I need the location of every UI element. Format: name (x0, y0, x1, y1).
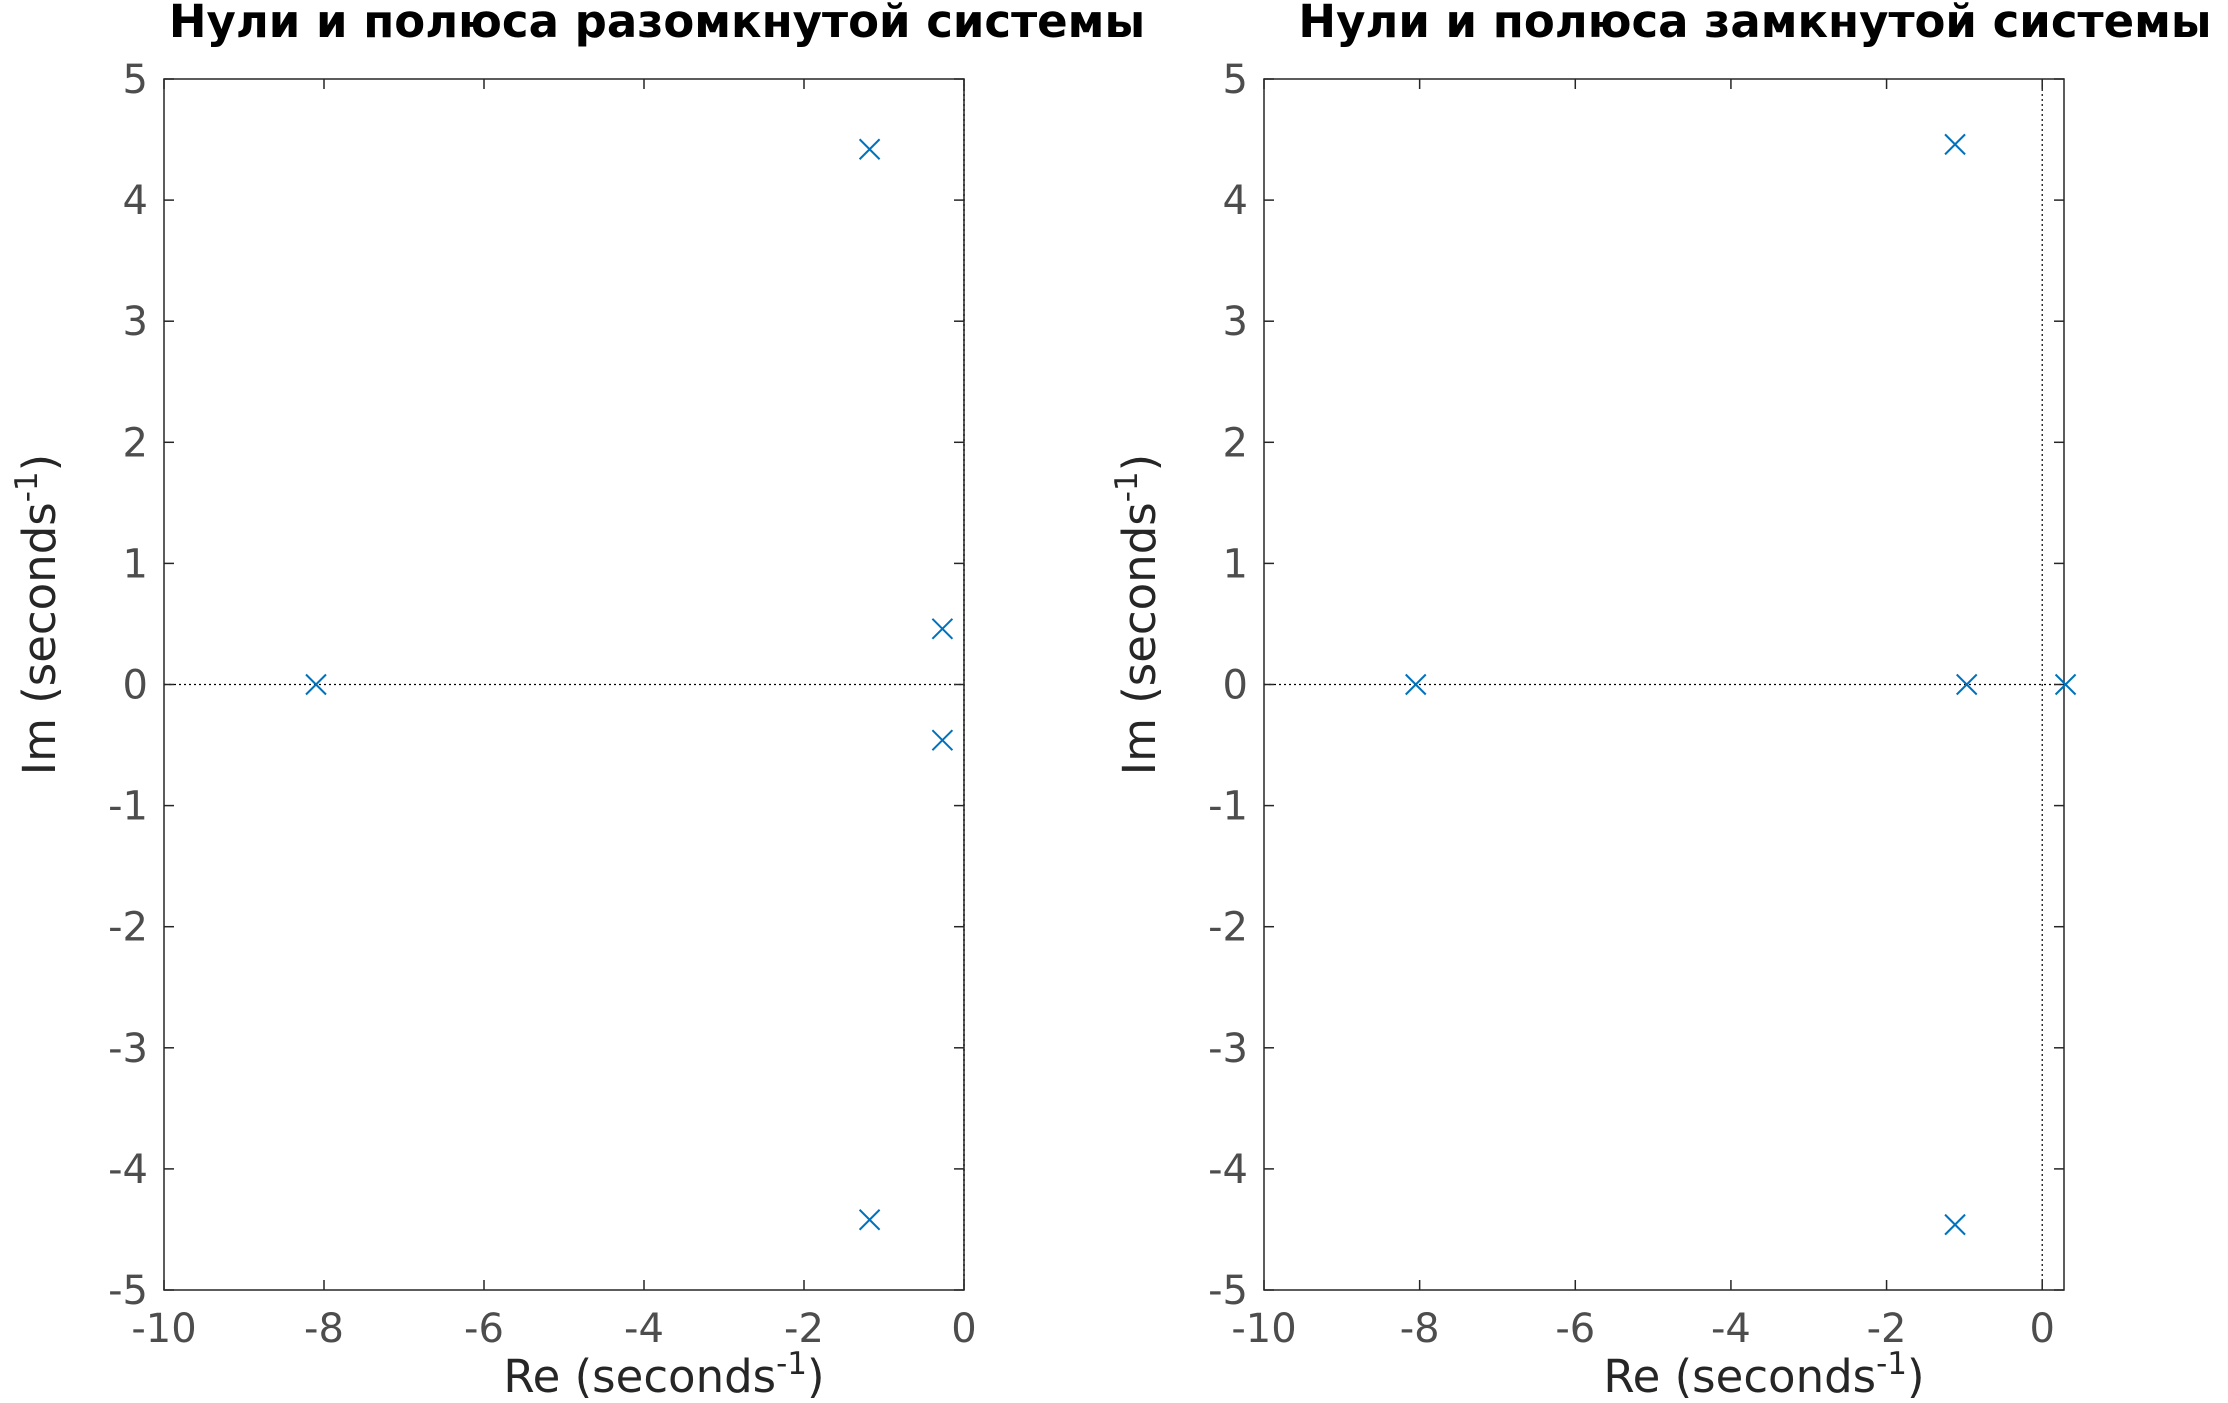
x-tick-label: -2 (784, 1306, 824, 1352)
y-tick-label: 4 (123, 178, 148, 224)
y-tick-label: 2 (1223, 420, 1248, 466)
x-axis-label: Re (seconds-1) (1603, 1346, 1924, 1403)
x-tick-label: 0 (951, 1306, 976, 1352)
y-tick-label: 5 (123, 57, 148, 103)
pole-marker (1944, 133, 1966, 156)
y-tick-label: 3 (123, 299, 148, 345)
x-tick-label: -10 (131, 1306, 196, 1352)
pole-marker (1405, 673, 1427, 696)
y-tick-label: 5 (1223, 57, 1248, 103)
pole-marker (305, 673, 327, 696)
x-tick-label: -6 (1555, 1306, 1595, 1352)
y-tick-label: 3 (1223, 299, 1248, 345)
x-axis: -10 -8 -6 -4 -2 0 (131, 79, 977, 1352)
pole-marker (858, 1209, 881, 1231)
pole-markers (305, 138, 954, 1231)
y-tick-label: 1 (123, 541, 148, 587)
pole-marker (858, 138, 881, 160)
y-tick-label: 0 (1223, 663, 1248, 709)
chart-title: Нули и полюса замкнутой системы (1298, 0, 2211, 48)
chart-title: Нули и полюса разомкнутой системы (169, 0, 1145, 48)
pole-markers (1405, 133, 2077, 1236)
y-tick-label: -4 (1208, 1147, 1248, 1193)
x-tick-label: 0 (2029, 1306, 2054, 1352)
y-tick-label: 2 (123, 420, 148, 466)
pole-marker (1944, 1213, 1966, 1236)
y-tick-label: -4 (108, 1147, 148, 1193)
y-axis: 5 4 3 2 1 0 -1 -2 -3 -4 -5 (1208, 57, 2064, 1314)
y-tick-label: 0 (123, 663, 148, 709)
y-tick-label: -2 (108, 905, 148, 951)
y-tick-label: -5 (1208, 1268, 1248, 1314)
x-tick-label: -4 (624, 1306, 664, 1352)
x-tick-label: -8 (1400, 1306, 1440, 1352)
pole-marker (931, 618, 954, 640)
x-axis: -10 -8 -6 -4 -2 0 (1231, 79, 2055, 1352)
x-tick-label: -6 (464, 1306, 504, 1352)
y-tick-label: -5 (108, 1268, 148, 1314)
closed-loop-pole-zero-plot: Нули и полюса замкнутой системы -10 -8 -6-… (1109, 0, 2212, 1403)
y-axis-label: Im (seconds-1) (9, 454, 66, 775)
y-tick-label: -1 (1208, 784, 1248, 830)
x-tick-label: -2 (1867, 1306, 1907, 1352)
y-tick-label: -3 (1208, 1026, 1248, 1072)
open-loop-pole-zero-plot: Нули и полюса разомкнутой системы -10 -8-… (9, 0, 1145, 1403)
y-tick-label: -1 (108, 784, 148, 830)
y-tick-label: -3 (108, 1026, 148, 1072)
y-tick-label: 4 (1223, 178, 1248, 224)
x-tick-label: -8 (304, 1306, 344, 1352)
pole-marker (931, 729, 954, 751)
pole-marker (2054, 673, 2077, 696)
y-axis: 5 4 3 2 1 0 -1 -2 -3 -4 -5 (108, 57, 964, 1314)
x-axis-label: Re (seconds-1) (503, 1346, 824, 1403)
y-tick-label: -2 (1208, 905, 1248, 951)
y-axis-label: Im (seconds-1) (1109, 454, 1166, 775)
x-tick-label: -4 (1711, 1306, 1751, 1352)
pole-marker (1956, 673, 1978, 696)
x-tick-label: -10 (1231, 1306, 1296, 1352)
y-tick-label: 1 (1223, 541, 1248, 587)
